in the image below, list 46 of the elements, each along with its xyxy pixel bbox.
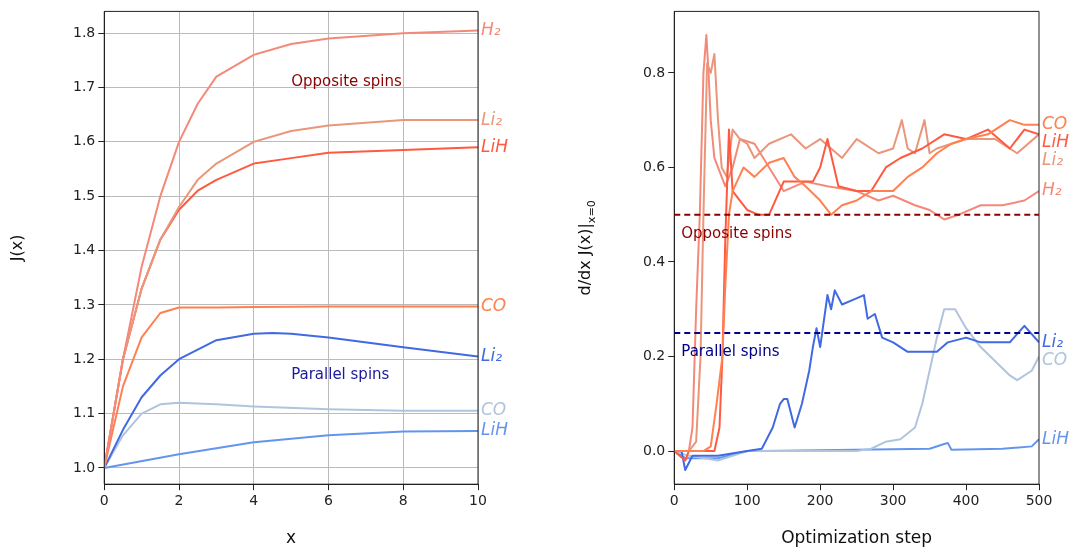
y-axis-title: J(x) (7, 234, 26, 263)
y-tick-label: 0.2 (643, 347, 666, 364)
y-tick-label: 0.8 (643, 63, 666, 80)
series-label: H₂ (481, 18, 501, 39)
y-axis-title: d/dx J(x)|x=0 (575, 200, 598, 296)
annotation: Opposite spins (291, 72, 403, 91)
x-tick-label: 8 (398, 492, 408, 509)
y-tick-label: 1.4 (73, 241, 96, 258)
x-tick-label: 300 (879, 492, 907, 509)
series-label: LiH (1042, 427, 1069, 448)
y-tick-label: 0.4 (643, 252, 666, 269)
y-tick-label: 1.2 (73, 349, 96, 366)
y-tick-label: 1.0 (73, 458, 96, 475)
series-label: LiH (481, 135, 509, 156)
x-tick-label: 0 (99, 492, 109, 509)
x-tick-label: 200 (806, 492, 834, 509)
series-label: H₂ (1042, 179, 1062, 200)
x-tick-label: 4 (249, 492, 259, 509)
series-label: CO (481, 399, 507, 420)
series-label: Li₂ (1042, 149, 1064, 170)
x-tick-label: 0 (669, 492, 679, 509)
series-label: LiH (1042, 131, 1069, 152)
series-label: Li₂ (1042, 330, 1064, 351)
x-tick-label: 2 (174, 492, 184, 509)
x-axis-title: Optimization step (781, 527, 933, 547)
y-tick-label: 1.7 (73, 78, 96, 95)
y-tick-label: 1.6 (73, 132, 96, 149)
y-tick-label: 1.3 (73, 295, 96, 312)
y-tick-label: 0.6 (643, 158, 666, 175)
series-label: CO (1042, 113, 1068, 134)
series-label: Li₂ (481, 344, 503, 365)
x-tick-label: 100 (733, 492, 761, 509)
series-label: CO (1042, 348, 1068, 369)
y-tick-label: 1.5 (73, 186, 96, 203)
series-label: Li₂ (481, 108, 503, 129)
series-label: CO (481, 294, 507, 315)
y-tick-label: 0.0 (643, 441, 666, 458)
y-tick-label: 1.1 (73, 404, 96, 421)
x-tick-label: 500 (1025, 492, 1053, 509)
x-tick-label: 10 (469, 492, 487, 509)
annotation: Parallel spins (291, 365, 390, 384)
x-tick-label: 6 (324, 492, 334, 509)
x-axis-title: x (286, 527, 297, 547)
y-tick-label: 1.8 (73, 23, 96, 40)
series-label: LiH (481, 419, 509, 440)
x-tick-label: 400 (952, 492, 980, 509)
